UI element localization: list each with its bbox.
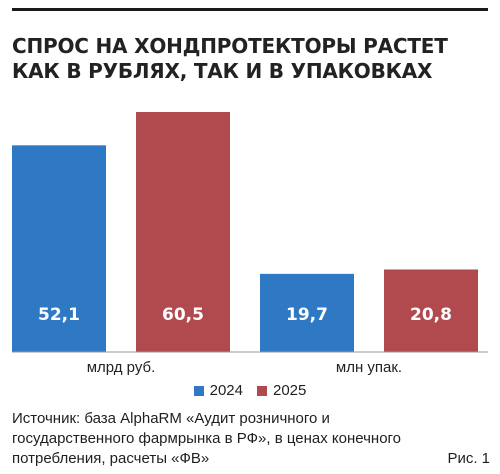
chart-title-line-1: СПРОС НА ХОНДПРОТЕКТОРЫ РАСТЕТ [12,34,448,58]
bar-млнупак-2024 [260,273,354,352]
chart-title-line-2: КАК В РУБЛЯХ, ТАК И В УПАКОВКАХ [12,59,433,83]
legend: 2024 2025 [0,382,500,399]
data-label-2025-1: 20,8 [410,305,452,325]
legend-item-2025: 2025 [257,382,306,399]
figure-label: Рис. 1 [447,450,490,467]
data-label-2024-1: 19,7 [286,305,328,325]
source-line-2: государственного фармрынка в РФ», в цена… [12,430,402,447]
category-label-1: млн упак. [336,359,402,376]
bar-млнупак-2025 [384,269,478,352]
source-line-3: потребления, расчеты «ФВ» [12,450,210,467]
legend-item-2024: 2024 [193,382,243,399]
source-note: Источник: база AlphaRM «Аудит розничного… [12,409,490,469]
category-label-0: млрд руб. [87,359,156,376]
legend-label-2024: 2024 [209,382,243,399]
bars-group [12,112,478,352]
data-label-2024-0: 52,1 [38,305,80,325]
source-line-1: Источник: база AlphaRM «Аудит розничного… [12,410,330,427]
legend-swatch-2024 [193,385,204,396]
legend-swatch-2025 [257,385,267,396]
data-label-2025-0: 60,5 [162,305,204,325]
bar-млрдруб-2025 [136,112,230,352]
top-rule [12,8,488,11]
chart-title: СПРОС НА ХОНДПРОТЕКТОРЫ РАСТЕТ КАК В РУБ… [12,34,488,84]
legend-label-2025: 2025 [273,382,307,399]
bar-млрдруб-2024 [12,145,106,352]
labels-group: 52,1 60,5 млрд руб. 19,7 20,8 млн упак. [38,305,452,376]
